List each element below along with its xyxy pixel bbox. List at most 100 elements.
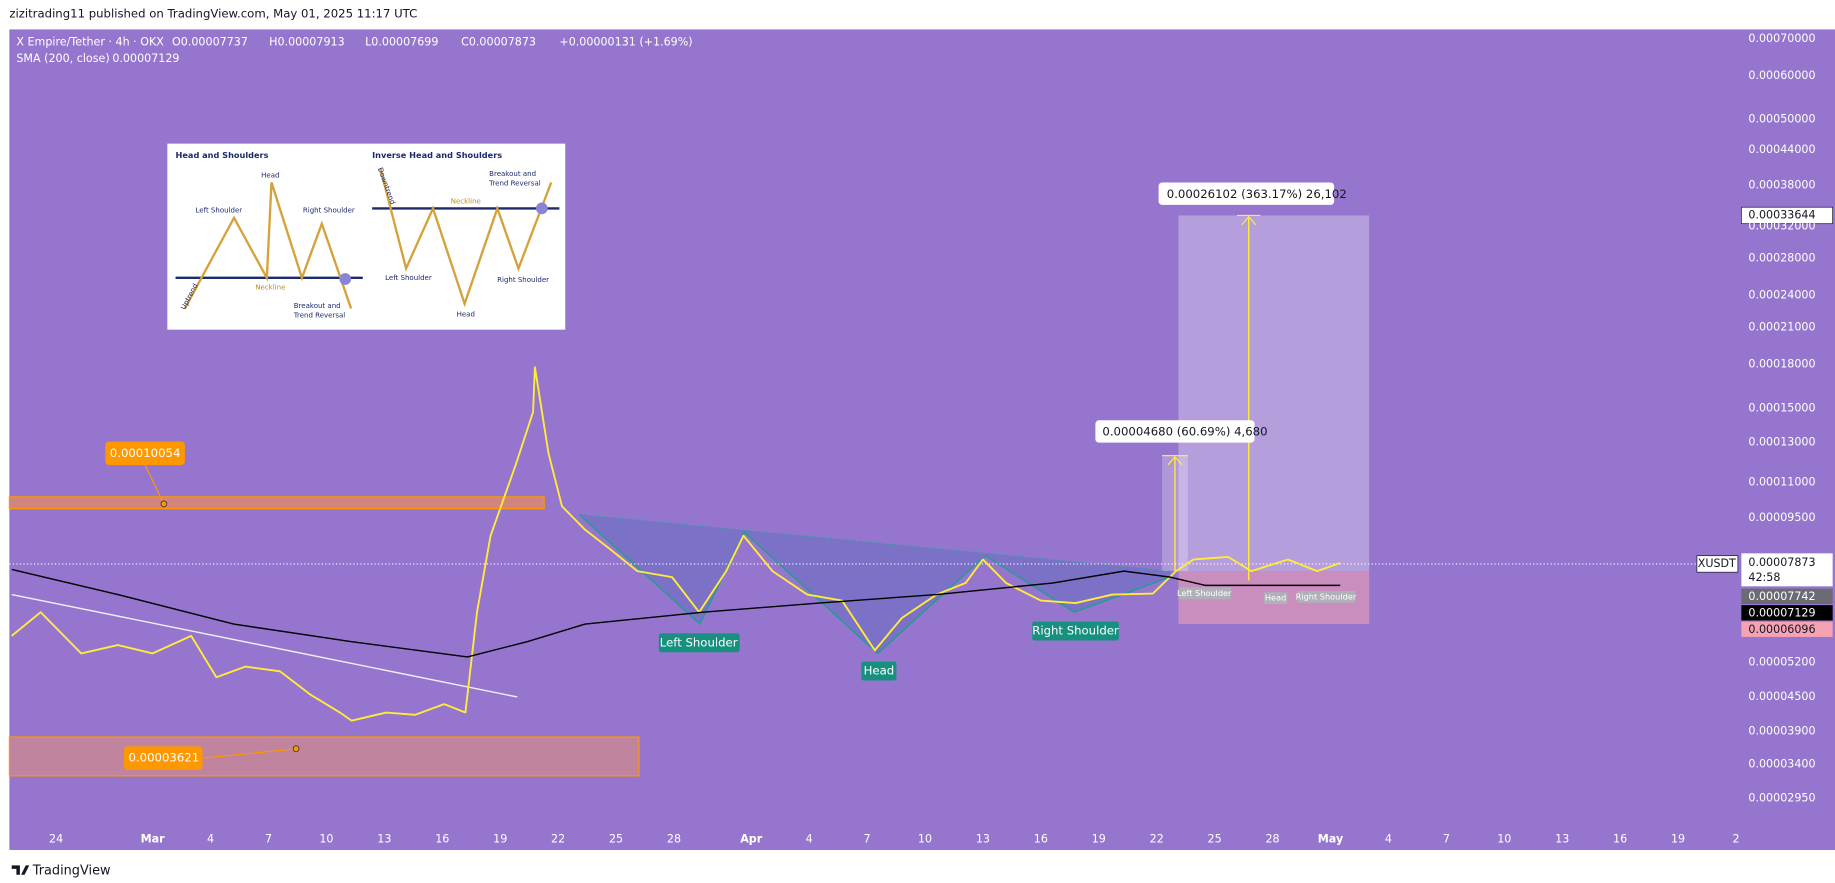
sma-value: 0.00007129	[112, 52, 179, 65]
y-tick-label: 0.00070000	[1748, 32, 1815, 45]
price-tag	[1741, 605, 1833, 621]
resistance-zone	[8, 496, 545, 510]
price-tag-text: 0.00007129	[1748, 606, 1815, 619]
y-tick-label: 0.00050000	[1748, 113, 1815, 126]
label-box	[861, 661, 897, 681]
mini-label: Left Shoulder	[1177, 588, 1232, 598]
brand-name: TradingView	[32, 864, 111, 879]
inset-title: Head and Shoulders	[176, 150, 269, 160]
y-tick-label: 0.00013000	[1748, 436, 1815, 449]
label-box	[658, 633, 740, 653]
y-tick-label: 0.00021000	[1748, 321, 1815, 334]
brand-logo	[11, 865, 30, 875]
y-tick-label: 0.00011000	[1748, 476, 1815, 489]
ohlc-close: C0.00007873	[461, 35, 536, 48]
x-tick-label: 13	[1555, 832, 1569, 845]
inset-text: Left Shoulder	[385, 273, 432, 282]
x-tick-label: 13	[377, 832, 391, 845]
inset-pattern	[379, 168, 553, 308]
price-tag-text: 0.00033644	[1748, 208, 1815, 221]
y-tick-label: 0.00044000	[1748, 143, 1815, 156]
ohlc-change: +0.00000131 (+1.69%)	[559, 35, 692, 48]
symbol-title: X Empire/Tether · 4h · OKX	[16, 35, 164, 48]
symbol-tag-text: XUSDT	[1698, 557, 1736, 570]
mini-label-box	[1178, 587, 1232, 600]
sma-title: SMA (200, close)	[16, 52, 109, 65]
measure-label: 0.00004680 (60.69%) 4,680	[1102, 425, 1267, 439]
y-tick-label: 0.00009500	[1748, 511, 1815, 524]
y-tick-label: 0.00032000	[1748, 220, 1815, 233]
y-tick-label: 0.00018000	[1748, 358, 1815, 371]
mini-label-box	[1297, 591, 1356, 603]
price-tag-text: 0.00007873	[1748, 556, 1815, 569]
level-label: 0.00010054	[110, 446, 181, 460]
x-tick-label: Apr	[740, 832, 763, 845]
inset-text: Breakout and	[489, 169, 536, 178]
y-tick-label: 0.00015000	[1748, 401, 1815, 414]
x-tick-label: 7	[265, 832, 272, 845]
pattern-label: Head	[864, 664, 895, 678]
ohlc-high: H0.00007913	[269, 35, 344, 48]
plot	[11, 366, 1341, 722]
y-tick-label: 0.00002950	[1748, 791, 1815, 804]
x-tick-label: 25	[1208, 832, 1222, 845]
arrow-head	[1167, 455, 1183, 466]
arrow-head	[1241, 215, 1257, 226]
price-line	[11, 366, 1341, 722]
inset-text: Right Shoulder	[303, 206, 355, 215]
y-tick-label: 0.00060000	[1748, 69, 1815, 82]
x-tick-label: May	[1318, 832, 1344, 845]
x-tick-label: 10	[319, 832, 333, 845]
x-tick-label: 7	[1443, 832, 1450, 845]
level-label-box	[124, 746, 203, 770]
y-tick-label: 0.00024000	[1748, 289, 1815, 302]
countdown: 42:58	[1748, 571, 1780, 584]
x-tick-label: 10	[918, 832, 932, 845]
y-tick-label: 0.00003400	[1748, 757, 1815, 770]
y-tick-label: 0.00003900	[1748, 724, 1815, 737]
x-tick-label: 19	[493, 832, 507, 845]
footer	[0, 850, 1835, 883]
x-tick-label: 7	[864, 832, 871, 845]
x-tick-label: 2	[1732, 832, 1739, 845]
callout-dot	[160, 500, 168, 508]
measure-label-box	[1158, 182, 1335, 205]
price-tag-text: 0.00007742	[1748, 590, 1815, 603]
inset-text: Right Shoulder	[497, 275, 549, 284]
inset-diagram: Head and Shoulders Head Left Shoulder Ri…	[167, 143, 566, 330]
callout-dot	[292, 745, 300, 753]
x-tick-label: 25	[609, 832, 623, 845]
price-tag	[1741, 206, 1834, 225]
inset-text: Head	[261, 170, 279, 179]
x-tick-label: 24	[49, 832, 63, 845]
x-tick-label: 16	[1613, 832, 1627, 845]
pattern-fill	[579, 514, 1171, 654]
inset-title: Inverse Head and Shoulders	[372, 150, 502, 160]
measure-area	[1178, 215, 1370, 572]
x-tick-label: 28	[667, 832, 681, 845]
inset-text: Left Shoulder	[196, 206, 243, 215]
x-tick-label: 16	[435, 832, 449, 845]
pattern-outline	[578, 513, 1171, 655]
y-tick-label: 0.00028000	[1748, 252, 1815, 265]
x-tick-label: 4	[207, 832, 214, 845]
support-zone	[8, 736, 640, 777]
level-label: 0.00003621	[129, 751, 200, 765]
callout-line	[144, 464, 165, 505]
sma-line	[11, 568, 1341, 658]
inset-text: Trend Reversal	[293, 311, 346, 320]
measure-label: 0.00026102 (363.17%) 26,102	[1167, 187, 1347, 201]
publish-info: zizitrading11 published on TradingView.c…	[9, 7, 417, 21]
x-tick-label: 19	[1671, 832, 1685, 845]
inset-text: Trend Reversal	[488, 179, 541, 188]
inset-text: Breakout and	[294, 301, 341, 310]
inset-text: Neckline	[255, 282, 285, 291]
inset-background	[167, 143, 566, 330]
inset-text: Neckline	[451, 196, 481, 205]
mini-label-box	[1263, 592, 1288, 604]
x-tick-label: 19	[1092, 832, 1106, 845]
x-tick-label: 4	[1385, 832, 1392, 845]
y-tick-label: 0.00005200	[1748, 655, 1815, 668]
x-tick-label: 28	[1266, 832, 1280, 845]
